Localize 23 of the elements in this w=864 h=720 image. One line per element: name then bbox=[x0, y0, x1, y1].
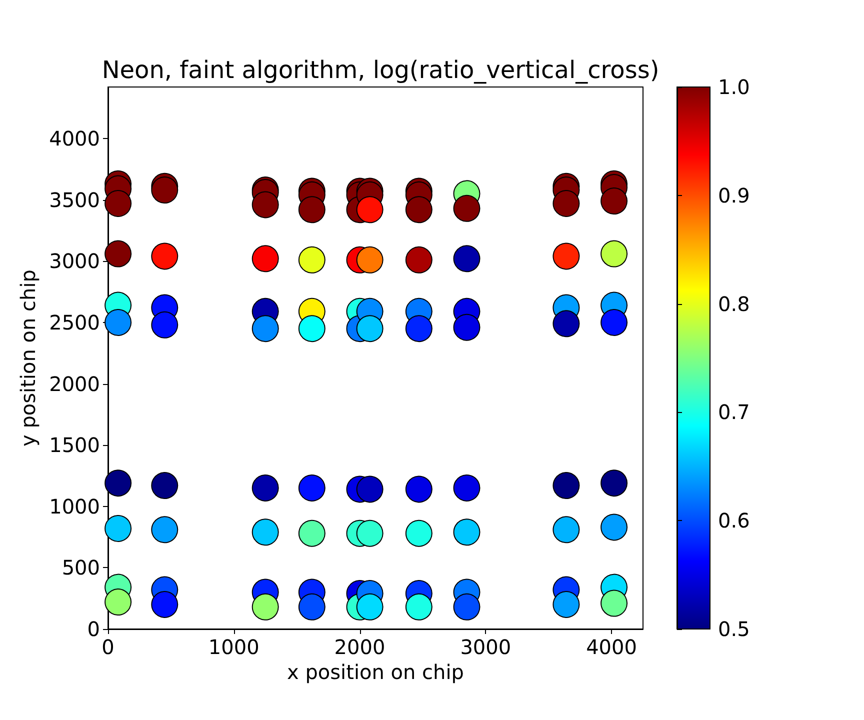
y-tick-label: 3500 bbox=[49, 188, 100, 212]
color-bar-label: 0.6 bbox=[718, 508, 750, 533]
y-tick-label: 1000 bbox=[49, 494, 100, 518]
x-tick-label: 1000 bbox=[208, 635, 260, 659]
color-bar-label: 0.9 bbox=[718, 183, 750, 208]
y-tick-label: 2000 bbox=[49, 372, 100, 396]
y-tick-label: 3000 bbox=[49, 249, 100, 274]
y-axis-title: y position on chip bbox=[16, 270, 40, 446]
color-bar-label: 0.7 bbox=[718, 400, 750, 424]
y-tick-label: 0 bbox=[87, 617, 100, 641]
chart-title: Neon, faint algorithm, log(ratio_vertical_cross) bbox=[102, 56, 660, 84]
x-tick-label: 3000 bbox=[460, 635, 512, 659]
color-bar-label: 0.5 bbox=[718, 617, 750, 641]
y-tick-label: 2500 bbox=[49, 310, 100, 334]
x-tick-label: 0 bbox=[102, 635, 114, 659]
x-axis-title: x position on chip bbox=[287, 660, 464, 684]
y-tick-label: 4000 bbox=[49, 126, 100, 150]
color-bar-label: 0.8 bbox=[718, 292, 750, 316]
color-bar-label: 1.0 bbox=[718, 75, 750, 99]
x-tick-label: 2000 bbox=[334, 635, 386, 659]
y-tick-label: 500 bbox=[62, 556, 100, 580]
y-tick-label: 1500 bbox=[49, 433, 100, 458]
x-tick-label: 4000 bbox=[586, 635, 637, 659]
